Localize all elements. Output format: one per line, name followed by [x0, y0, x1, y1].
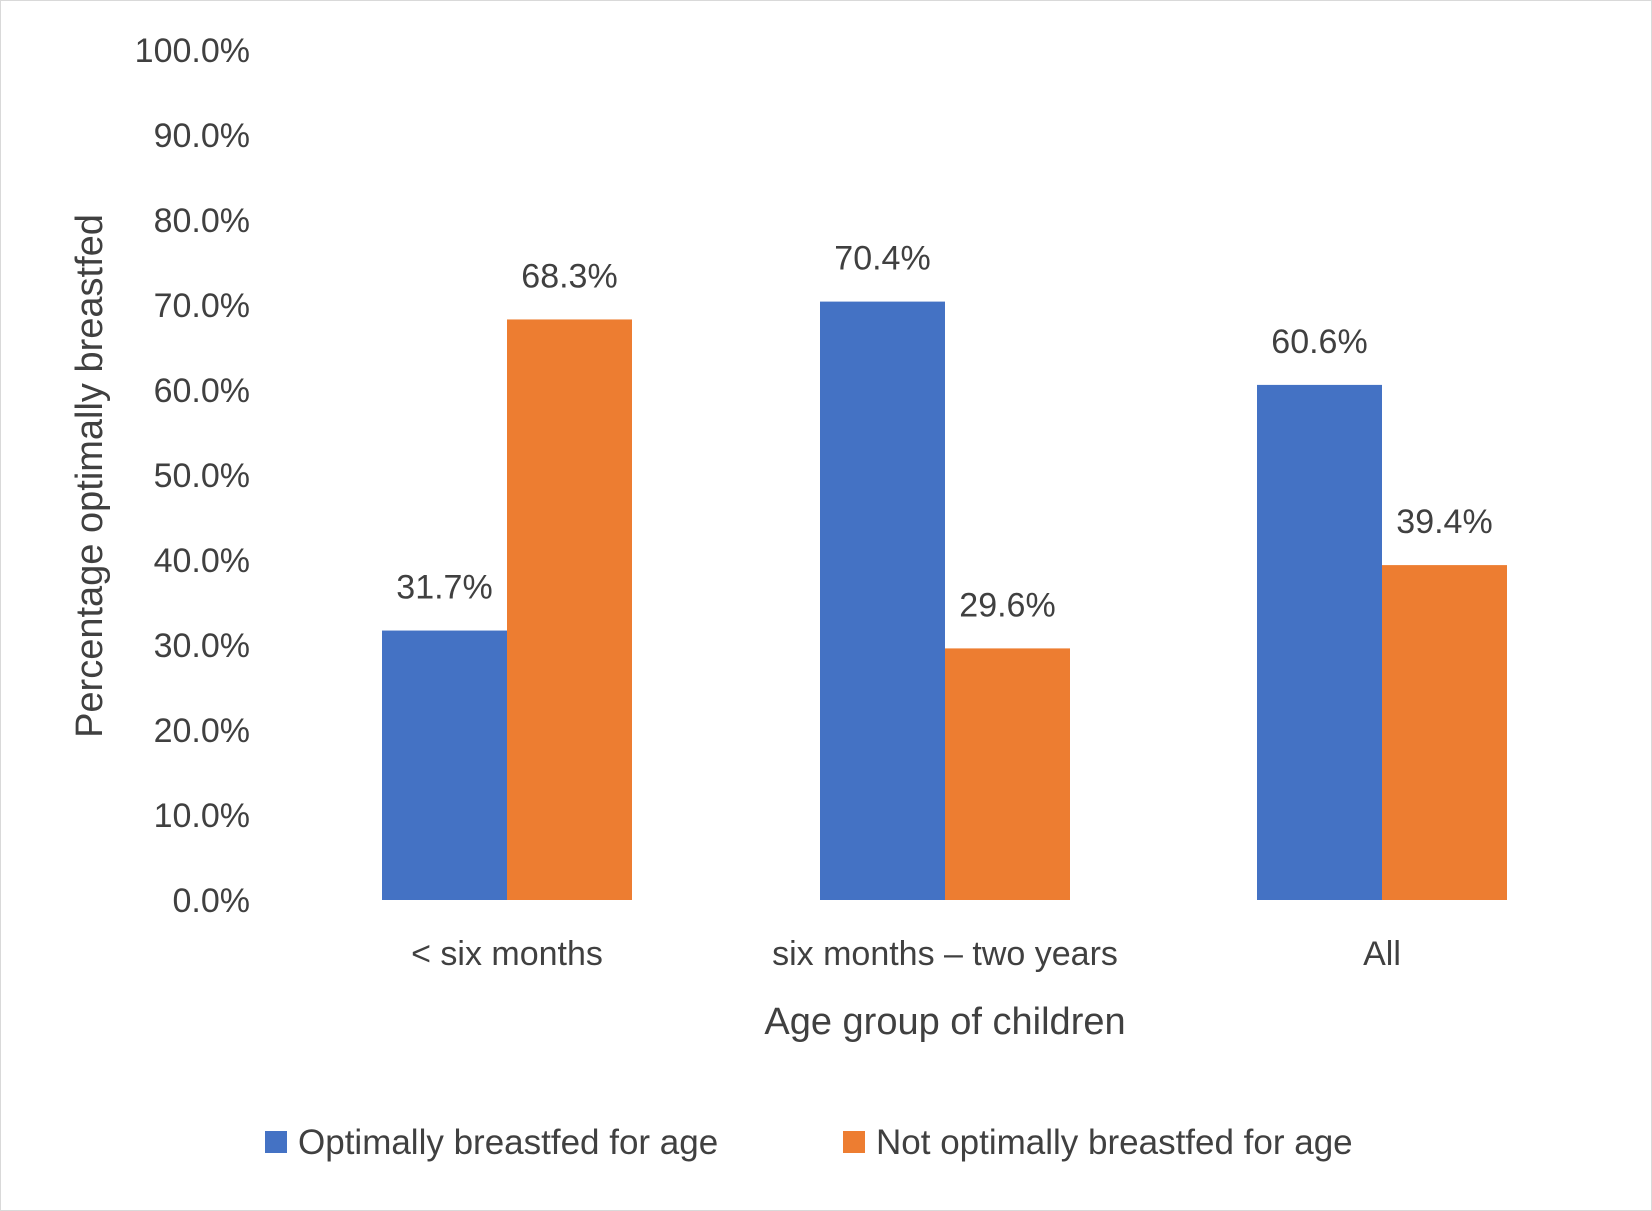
- data-label: 29.6%: [959, 586, 1055, 624]
- y-tick-label: 60.0%: [154, 372, 250, 410]
- x-axis-category-labels: < six months six months – two years All: [411, 935, 1401, 973]
- x-axis-title: Age group of children: [764, 1001, 1125, 1043]
- legend-label-optimally-breastfed: Optimally breastfed for age: [298, 1123, 718, 1162]
- legend-label-not-optimally-breastfed: Not optimally breastfed for age: [876, 1123, 1353, 1162]
- y-tick-label: 20.0%: [154, 712, 250, 750]
- bar-optimally-2: [1257, 384, 1382, 900]
- category-label: six months – two years: [772, 935, 1118, 973]
- y-axis-ticks: 0.0% 10.0% 20.0% 30.0% 40.0% 50.0% 60.0% 70.0% 8…: [135, 32, 250, 920]
- bar-optimally-1: [820, 301, 945, 901]
- y-tick-label: 30.0%: [154, 627, 250, 665]
- category-label: All: [1363, 935, 1401, 973]
- y-tick-label: 0.0%: [173, 882, 251, 920]
- y-tick-label: 100.0%: [135, 32, 250, 70]
- data-label: 70.4%: [834, 240, 930, 278]
- y-axis-title: Percentage optimally breastfed: [69, 214, 111, 738]
- y-tick-label: 70.0%: [154, 287, 250, 325]
- data-labels: 31.7% 68.3% 70.4% 29.6% 60.6% 39.4%: [396, 240, 1492, 625]
- y-tick-label: 80.0%: [154, 202, 250, 240]
- data-label: 60.6%: [1271, 323, 1367, 361]
- data-label: 68.3%: [521, 257, 617, 295]
- legend-swatch-optimally-breastfed: [265, 1131, 287, 1153]
- y-tick-label: 10.0%: [154, 797, 250, 835]
- legend: Optimally breastfed for age Not optimall…: [265, 1123, 1353, 1162]
- legend-swatch-not-optimally-breastfed: [843, 1131, 865, 1153]
- data-label: 31.7%: [396, 569, 492, 607]
- y-tick-label: 50.0%: [154, 457, 250, 495]
- data-label: 39.4%: [1396, 503, 1492, 541]
- bar-not-optimally-0: [507, 319, 632, 900]
- category-label: < six months: [411, 935, 603, 973]
- y-tick-label: 40.0%: [154, 542, 250, 580]
- bar-not-optimally-1: [945, 648, 1070, 900]
- y-tick-label: 90.0%: [154, 117, 250, 155]
- bars: [382, 301, 1507, 901]
- bar-optimally-0: [382, 630, 507, 900]
- bar-not-optimally-2: [1382, 565, 1507, 900]
